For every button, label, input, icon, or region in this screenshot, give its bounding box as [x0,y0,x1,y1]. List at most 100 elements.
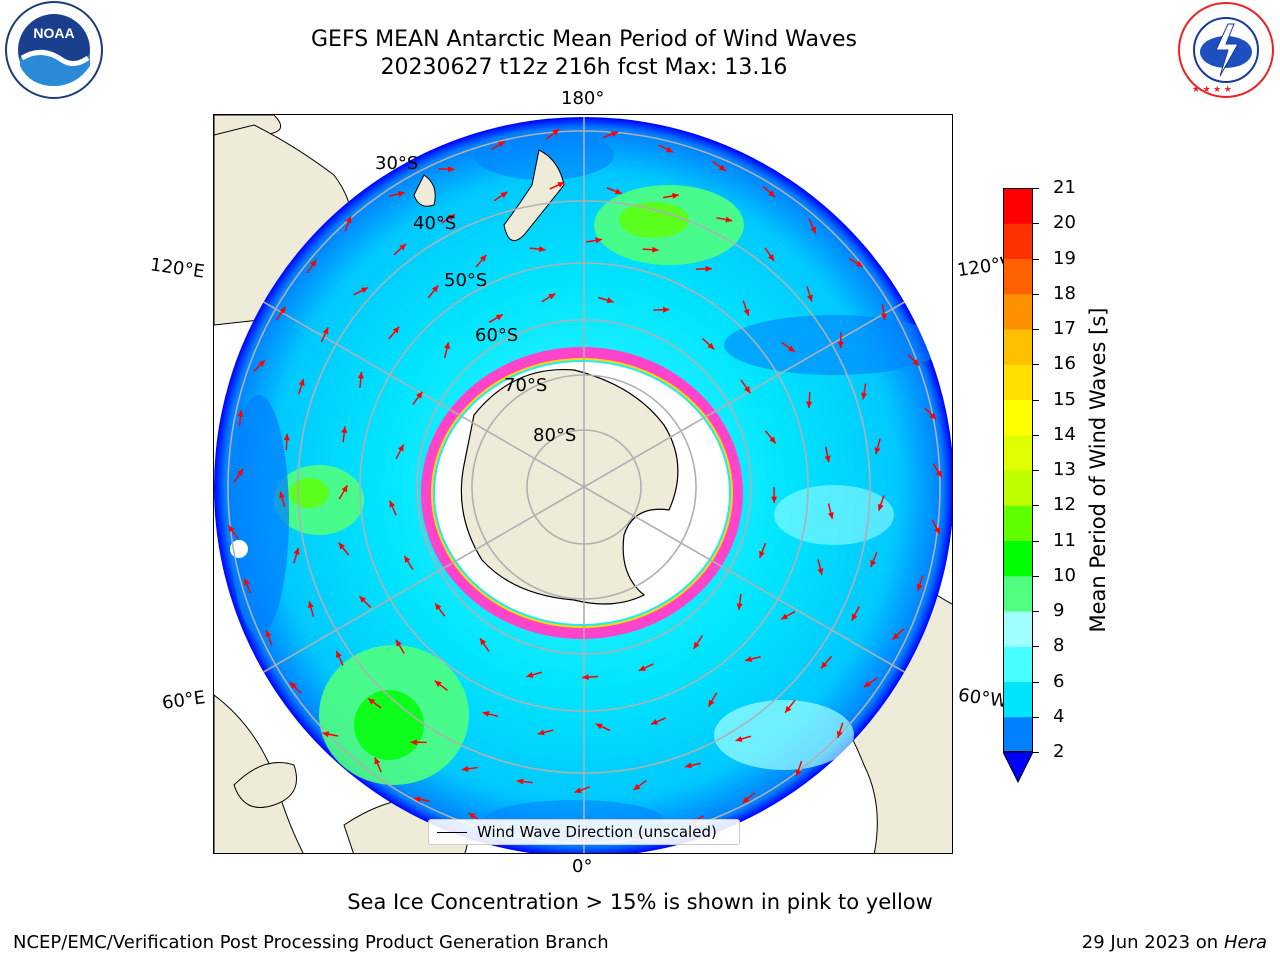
colorbar-tick-mark [1033,681,1039,683]
legend-label: Wind Wave Direction (unscaled) [477,823,717,841]
colorbar-segment [1003,293,1033,330]
svg-text:★ ★ ★ ★: ★ ★ ★ ★ [1192,84,1232,94]
meridian-line [214,486,585,748]
wind-arrow [283,433,290,450]
polar-map [214,115,952,853]
wind-arrow [479,637,490,652]
wind-arrow [817,559,824,576]
wind-arrow [742,300,750,317]
wind-arrow [488,313,504,324]
colorbar-tick-label: 14 [1053,423,1076,445]
wind-arrow [322,731,339,738]
wind-arrow [357,371,364,388]
wind-arrow [863,677,878,688]
wind-arrow [684,762,701,769]
wind-arrow [582,674,599,681]
colorbar-tick-label: 12 [1053,494,1076,516]
wind-arrow [633,779,647,791]
colorbar-tick-label: 13 [1053,459,1076,480]
colorbar-label: Mean Period of Wind Waves [s] [1086,307,1110,633]
wind-arrow [771,486,778,504]
wind-arrow [759,542,767,559]
wind-arrow [293,547,300,564]
wind-arrow [735,735,752,742]
wind-arrow [744,656,761,663]
wind-arrow [931,519,941,535]
meridian-line [583,226,952,488]
wind-arrow [265,630,273,646]
wind-arrow [742,791,756,804]
lat-label-60s: 60°S [475,325,519,346]
colorbar-segment [1003,329,1033,365]
lat-label-50s: 50°S [444,270,488,291]
colorbar-segment [1003,223,1033,259]
wind-arrow [227,525,239,539]
wind-arrow [574,786,590,794]
svg-text:NOAA: NOAA [33,25,74,41]
colorbar-tick-label: 20 [1053,212,1076,234]
colorbar-segment [1003,364,1033,400]
colorbar-tick-mark [1033,188,1039,189]
wind-arrow [389,500,397,516]
wind-arrow [707,692,718,707]
wind-arrow [701,337,715,350]
wind-arrow [461,765,478,772]
sea-ice-edge [421,347,743,639]
wind-arrow [388,326,400,340]
wind-arrow [434,680,448,692]
wind-arrow [597,296,614,304]
wind-arrow [443,342,450,358]
lon-label-120e: 120°E [148,254,206,283]
colorbar-tick-label: 16 [1053,353,1076,375]
wind-arrow [602,131,619,139]
wind-arrow [870,551,878,568]
wind-arrow [716,216,733,223]
wave-period-patches [229,130,944,840]
colorbar-tick-label: 18 [1053,282,1076,304]
colorbar-segment [1003,540,1033,577]
wind-arrow [320,327,329,343]
colorbar-segment [1003,611,1033,647]
colorbar-tick-label: 19 [1053,247,1076,269]
wind-arrow [662,192,679,199]
wind-arrow [692,635,704,650]
wind-arrow [541,292,556,303]
colorbar-tick-mark [1033,505,1039,507]
chart-subtitle: 20230627 t12z 216h fcst Max: 13.16 [380,55,788,80]
wind-arrow [740,379,751,394]
wind-arrow [861,383,868,400]
wind-arrow [916,575,924,591]
wind-arrow [344,216,352,232]
colorbar-tick-mark [1033,646,1039,648]
colorbar-tick-mark [1033,329,1039,330]
colorbar-tick-label: 9 [1053,600,1065,621]
wind-arrow [341,426,348,443]
footer-date: 29 Jun 2023 on Hera [1082,932,1267,953]
wind-arrow [475,254,487,268]
wind-arrow [658,144,674,153]
wind-arrow [848,257,864,268]
colorbar-tick-label: 10 [1053,564,1076,586]
wind-arrow [880,303,887,320]
wind-arrow [874,438,881,455]
lat-label-40s: 40°S [413,213,457,234]
wind-arrow [493,191,508,202]
wind-arrow [606,187,623,195]
colorbar-tick-mark [1033,752,1039,753]
footer-host: Hera [1223,932,1267,953]
wind-arrow [253,359,266,373]
antarctica [460,368,679,605]
colorbar-segment [1003,188,1033,224]
wind-arrow [695,265,712,272]
wind-arrow [781,341,796,353]
legend-line-sample [437,831,467,833]
colorbar-tick-label: 17 [1053,318,1076,339]
wind-arrow [837,332,844,349]
colorbar-tick-mark [1033,575,1039,577]
colorbar-under-arrow [1002,751,1034,784]
wind-arrow [907,353,920,367]
colorbar-tick-mark [1033,434,1039,436]
wind-arrow [851,606,860,622]
lat-label-70s: 70°S [504,375,548,396]
wind-arrow [549,181,565,190]
